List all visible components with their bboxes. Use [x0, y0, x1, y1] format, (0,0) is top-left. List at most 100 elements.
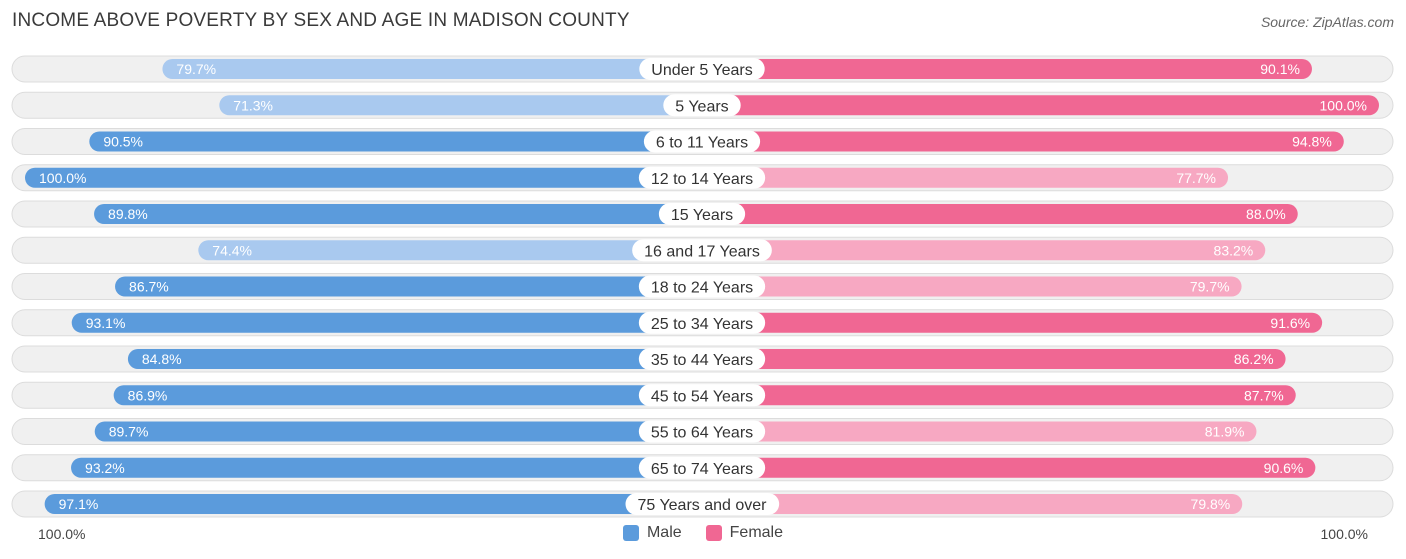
- category-pill: [638, 420, 766, 443]
- male-value-label: 89.7%: [109, 424, 149, 440]
- female-value-label: 91.6%: [1270, 315, 1310, 331]
- female-value-label: 79.7%: [1190, 279, 1230, 295]
- female-bar[interactable]: [702, 59, 1312, 79]
- chart-title: INCOME ABOVE POVERTY BY SEX AND AGE IN M…: [12, 10, 630, 31]
- male-bar[interactable]: [25, 167, 702, 188]
- female-value-label: 79.8%: [1191, 496, 1231, 512]
- category-label: 5 Years: [675, 98, 728, 115]
- male-bar[interactable]: [113, 385, 702, 406]
- category-pill: [638, 456, 766, 479]
- male-value-label: 86.9%: [128, 387, 168, 403]
- female-bar[interactable]: [702, 312, 1323, 333]
- male-bar[interactable]: [71, 312, 702, 333]
- category-label: 25 to 34 Years: [651, 316, 753, 333]
- female-bar[interactable]: [702, 131, 1344, 152]
- male-bar[interactable]: [94, 204, 702, 224]
- male-value-label: 93.2%: [85, 460, 125, 476]
- male-bar[interactable]: [162, 59, 702, 79]
- female-bar[interactable]: [702, 494, 1243, 514]
- female-value-label: 83.2%: [1214, 242, 1254, 258]
- chart-row: 93.1% 91.6% 25 to 34 Years: [11, 309, 1394, 337]
- chart-row: 86.7% 79.7% 18 to 24 Years: [11, 273, 1394, 300]
- category-label: 45 to 54 Years: [651, 388, 753, 405]
- male-bar[interactable]: [115, 276, 702, 297]
- chart-row: 84.8% 86.2% 35 to 44 Years: [11, 345, 1394, 373]
- category-pill: [638, 348, 766, 370]
- source-credit: Source: ZipAtlas.com: [1260, 14, 1394, 30]
- male-value-label: 71.3%: [233, 97, 273, 113]
- chart-row: 86.9% 87.7% 45 to 54 Years: [11, 381, 1394, 409]
- chart-row: 74.4% 83.2% 16 and 17 Years: [11, 236, 1394, 264]
- male-bar[interactable]: [44, 494, 703, 514]
- male-bar[interactable]: [71, 457, 702, 478]
- female-bar[interactable]: [702, 349, 1286, 369]
- axis-right-label: 100.0%: [1320, 526, 1368, 542]
- male-value-label: 89.8%: [108, 206, 148, 222]
- male-value-label: 93.1%: [86, 315, 126, 331]
- legend-item-female[interactable]: Female: [705, 524, 784, 542]
- category-pill: [638, 384, 766, 407]
- female-bar[interactable]: [702, 204, 1298, 224]
- chart-row: 93.2% 90.6% 65 to 74 Years: [11, 454, 1394, 482]
- chart-row: 97.1% 79.8% 75 Years and over: [11, 490, 1394, 518]
- category-pill: [643, 130, 761, 153]
- category-pill: [632, 239, 772, 262]
- male-value-label: 79.7%: [176, 61, 216, 77]
- axis-left-label: 100.0%: [38, 526, 86, 542]
- female-value-label: 100.0%: [1320, 97, 1367, 113]
- category-label: Under 5 Years: [651, 62, 752, 79]
- male-value-label: 86.7%: [129, 279, 169, 295]
- female-bar[interactable]: [702, 240, 1266, 261]
- category-pill: [638, 311, 766, 334]
- female-value-label: 90.6%: [1264, 460, 1304, 476]
- category-label: 16 and 17 Years: [644, 243, 760, 260]
- male-value-label: 100.0%: [39, 170, 86, 186]
- category-pill: [639, 58, 765, 80]
- chart-row: 79.7% 90.1% Under 5 Years: [11, 55, 1394, 83]
- male-value-label: 90.5%: [103, 134, 143, 150]
- category-label: 15 Years: [671, 207, 733, 224]
- male-bar[interactable]: [127, 349, 703, 369]
- female-bar[interactable]: [702, 276, 1242, 297]
- female-bar[interactable]: [702, 457, 1316, 478]
- female-value-label: 77.7%: [1176, 170, 1216, 186]
- legend-female-label: Female: [729, 524, 784, 541]
- female-value-label: 81.9%: [1205, 424, 1245, 440]
- female-bar[interactable]: [702, 385, 1296, 406]
- male-bar[interactable]: [89, 131, 702, 152]
- chart-row: 100.0% 77.7% 12 to 14 Years: [11, 164, 1394, 192]
- category-label: 65 to 74 Years: [651, 461, 753, 478]
- male-value-label: 84.8%: [142, 351, 182, 367]
- category-pill: [638, 166, 766, 189]
- legend-item-male[interactable]: Male: [622, 524, 682, 542]
- category-label: 75 Years and over: [638, 497, 768, 514]
- category-label: 12 to 14 Years: [651, 171, 753, 188]
- diverging-bar-chart: 79.7% 90.1% Under 5 Years 71.3% 100.0% 5 Year…: [11, 55, 1394, 518]
- female-value-label: 86.2%: [1234, 351, 1274, 367]
- female-value-label: 88.0%: [1246, 206, 1286, 222]
- category-pill: [625, 493, 780, 515]
- male-swatch: [622, 525, 639, 541]
- legend-male-label: Male: [646, 524, 682, 541]
- category-label: 6 to 11 Years: [656, 135, 748, 152]
- female-value-label: 90.1%: [1260, 61, 1300, 77]
- male-value-label: 97.1%: [59, 496, 99, 512]
- category-label: 18 to 24 Years: [651, 280, 753, 297]
- category-pill: [638, 275, 766, 298]
- category-label: 55 to 64 Years: [651, 425, 753, 442]
- female-bar[interactable]: [702, 95, 1379, 116]
- female-bar[interactable]: [702, 167, 1229, 188]
- male-bar[interactable]: [198, 240, 702, 261]
- category-pill: [663, 94, 741, 117]
- male-bar[interactable]: [94, 421, 702, 442]
- male-bar[interactable]: [219, 95, 702, 116]
- category-pill: [658, 203, 746, 225]
- female-bar[interactable]: [702, 421, 1257, 442]
- chart-row: 90.5% 94.8% 6 to 11 Years: [11, 128, 1394, 155]
- chart-row: 89.7% 81.9% 55 to 64 Years: [11, 418, 1394, 445]
- female-value-label: 94.8%: [1292, 134, 1332, 150]
- chart-row: 89.8% 88.0% 15 Years: [11, 200, 1394, 228]
- legend: Male Female: [0, 524, 1406, 542]
- male-value-label: 74.4%: [212, 242, 252, 258]
- female-swatch: [705, 525, 722, 541]
